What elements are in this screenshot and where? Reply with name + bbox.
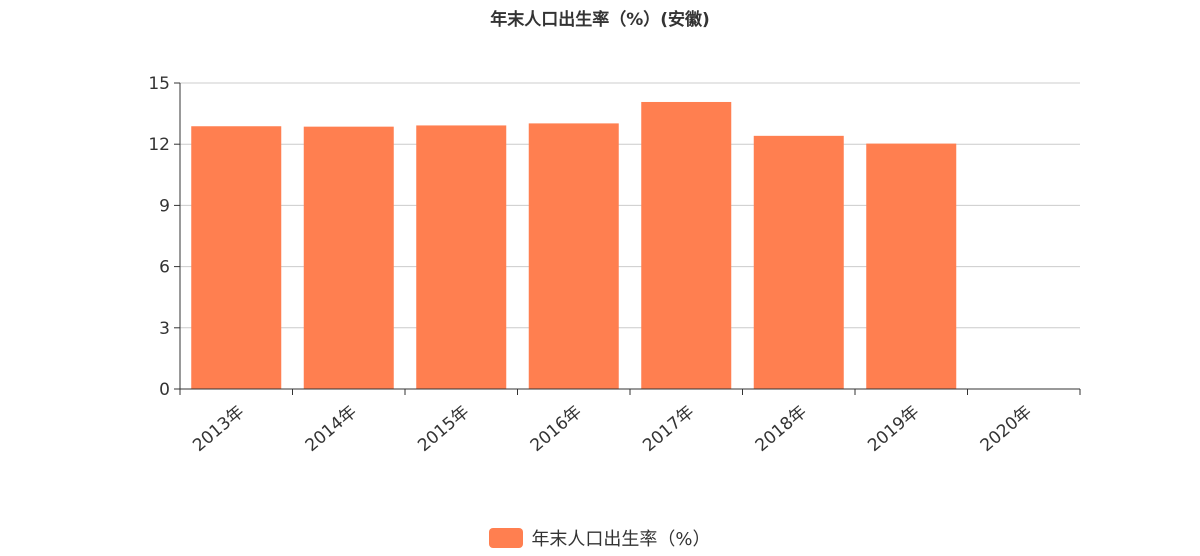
y-tick-label: 9 (159, 196, 170, 216)
x-tick-label: 2020年 (977, 402, 1036, 456)
bar (191, 126, 282, 390)
y-tick-label: 0 (159, 380, 170, 400)
chart-title: 年末人口出生率（%）(安徽) (490, 10, 710, 30)
bar (641, 101, 732, 390)
axes (174, 82, 1081, 395)
x-tick-label: 2018年 (752, 402, 811, 456)
y-tick-label: 3 (159, 319, 170, 339)
bar (866, 143, 957, 389)
bar (753, 135, 844, 389)
bar (416, 125, 507, 389)
bars (191, 101, 957, 390)
bar (528, 123, 619, 389)
x-tick-label: 2015年 (414, 402, 473, 456)
x-tick-labels: 2013年 2014年 2015年 2016年 2017年 2018年 2019年 2020年 (189, 402, 1036, 456)
x-tick-label: 2016年 (527, 402, 586, 456)
x-tick-label: 2017年 (639, 402, 698, 456)
y-tick-label: 12 (148, 135, 170, 155)
x-tick-label: 2014年 (302, 402, 361, 456)
legend-swatch (489, 528, 524, 548)
x-tick-label: 2019年 (864, 402, 923, 456)
y-tick-labels: 0 3 6 9 12 15 (148, 74, 170, 400)
legend-label: 年末人口出生率（%） (531, 529, 711, 550)
x-tick-label: 2013年 (189, 402, 248, 456)
y-tick-label: 15 (148, 74, 170, 94)
legend[interactable]: 年末人口出生率（%） (0, 525, 1200, 551)
bar (303, 126, 394, 389)
y-tick-label: 6 (159, 258, 170, 278)
